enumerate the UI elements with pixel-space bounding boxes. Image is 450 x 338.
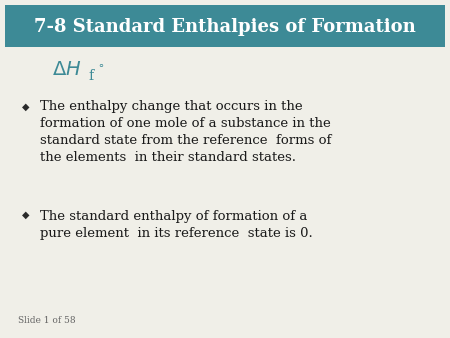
Text: the elements  in their standard states.: the elements in their standard states. xyxy=(40,151,296,164)
Text: pure element  in its reference  state is 0.: pure element in its reference state is 0… xyxy=(40,227,313,240)
FancyBboxPatch shape xyxy=(5,5,445,47)
Text: The enthalpy change that occurs in the: The enthalpy change that occurs in the xyxy=(40,100,302,113)
Text: formation of one mole of a substance in the: formation of one mole of a substance in … xyxy=(40,117,331,130)
Text: $\Delta H$: $\Delta H$ xyxy=(52,61,81,79)
Text: $\circ$: $\circ$ xyxy=(97,59,104,69)
Text: The standard enthalpy of formation of a: The standard enthalpy of formation of a xyxy=(40,210,307,223)
Text: ◆: ◆ xyxy=(22,210,30,220)
Text: Slide 1 of 58: Slide 1 of 58 xyxy=(18,316,76,325)
Text: standard state from the reference  forms of: standard state from the reference forms … xyxy=(40,134,331,147)
Text: 7-8 Standard Enthalpies of Formation: 7-8 Standard Enthalpies of Formation xyxy=(34,18,416,36)
Text: ◆: ◆ xyxy=(22,102,30,112)
Text: $\mathregular{f}$: $\mathregular{f}$ xyxy=(88,69,96,83)
